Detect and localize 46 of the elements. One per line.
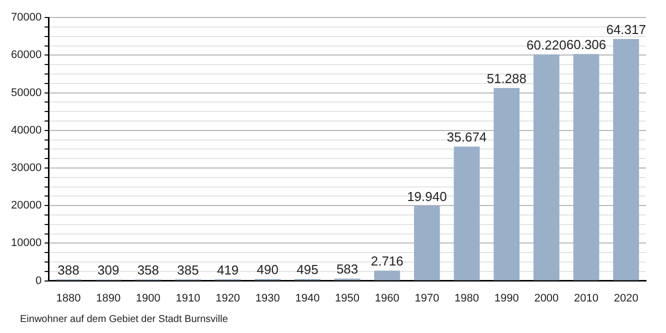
bar — [414, 206, 440, 280]
x-tick-label: 1950 — [335, 292, 360, 304]
x-tick-label: 1980 — [454, 292, 480, 304]
data-label: 2.716 — [370, 254, 404, 269]
x-tick-label: 2000 — [534, 292, 559, 304]
data-label: 490 — [256, 262, 278, 278]
x-tick-label: 1910 — [176, 292, 200, 304]
x-tick-label: 1920 — [216, 292, 240, 304]
data-label: 385 — [177, 262, 199, 278]
x-tick-label: 1960 — [374, 292, 400, 304]
x-tick-label: 1890 — [96, 292, 121, 304]
bar — [533, 54, 560, 280]
y-tick-label: 40000 — [10, 124, 42, 136]
data-label: 583 — [336, 262, 358, 277]
y-tick-label: 10000 — [10, 237, 42, 250]
data-label: 60.306 — [566, 37, 606, 52]
y-tick-label: 30000 — [10, 162, 42, 174]
x-tick-label: 1990 — [494, 292, 519, 304]
data-label: 388 — [58, 262, 80, 278]
x-tick-label: 1900 — [136, 292, 160, 304]
x-tick-label: 2020 — [614, 292, 638, 304]
x-tick-label: 1940 — [295, 292, 320, 304]
y-tick-label: 50000 — [10, 86, 42, 99]
x-tick-label: 1880 — [56, 292, 81, 304]
bar — [573, 54, 600, 280]
bar — [374, 270, 400, 280]
data-label: 358 — [137, 262, 160, 278]
bar — [454, 146, 480, 280]
text: Einwohner auf dem Gebiet der Stadt Burnsville — [20, 314, 229, 325]
bar — [613, 38, 640, 280]
y-tick-label: 60000 — [10, 49, 42, 62]
x-tick-label: 1930 — [255, 292, 280, 304]
data-label: 35.674 — [446, 130, 487, 145]
y-tick-label: 0 — [35, 274, 42, 287]
data-label: 60.220 — [526, 37, 566, 52]
y-tick-label: 70000 — [10, 12, 42, 24]
data-label: 51.288 — [486, 71, 526, 86]
x-tick-label: 2010 — [574, 292, 598, 304]
data-label: 19.940 — [407, 188, 447, 204]
data-label: 309 — [97, 262, 120, 278]
y-tick-label: 20000 — [10, 200, 42, 212]
data-label: 419 — [216, 262, 239, 278]
data-label: 495 — [296, 262, 318, 278]
bar — [494, 88, 520, 280]
data-label: 64.317 — [606, 22, 646, 38]
x-tick-label: 1970 — [414, 292, 440, 304]
